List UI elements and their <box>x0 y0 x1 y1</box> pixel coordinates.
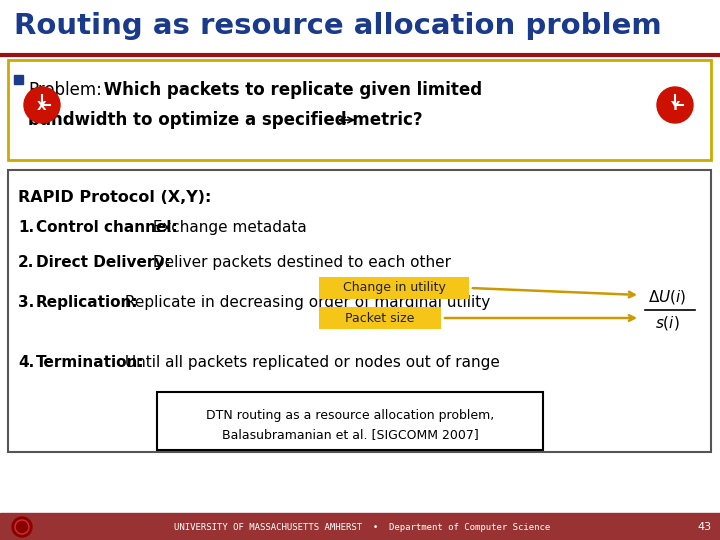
Bar <box>14 75 23 84</box>
Text: Deliver packets destined to each other: Deliver packets destined to each other <box>148 255 451 270</box>
FancyBboxPatch shape <box>8 60 711 160</box>
FancyBboxPatch shape <box>157 392 543 450</box>
Text: $s(i)$: $s(i)$ <box>655 314 680 332</box>
FancyBboxPatch shape <box>319 307 441 329</box>
Text: 2.: 2. <box>18 255 35 270</box>
Text: 4.: 4. <box>18 355 35 370</box>
Text: Control channel:: Control channel: <box>36 220 178 235</box>
Text: Replicate in decreasing order of marginal utility: Replicate in decreasing order of margina… <box>120 295 490 310</box>
FancyBboxPatch shape <box>8 170 711 452</box>
Text: 43: 43 <box>697 522 711 532</box>
Text: Routing as resource allocation problem: Routing as resource allocation problem <box>14 12 662 40</box>
Text: RAPID Protocol (X,Y):: RAPID Protocol (X,Y): <box>18 190 212 205</box>
Text: Y: Y <box>670 100 680 113</box>
FancyBboxPatch shape <box>319 277 469 299</box>
Circle shape <box>12 517 32 537</box>
Text: Problem:: Problem: <box>28 81 102 99</box>
Circle shape <box>657 87 693 123</box>
Text: UNIVERSITY OF MASSACHUSETTS AMHERST  •  Department of Computer Science: UNIVERSITY OF MASSACHUSETTS AMHERST • De… <box>174 523 550 531</box>
Text: bandwidth to optimize a specified metric?: bandwidth to optimize a specified metric… <box>28 111 423 129</box>
Circle shape <box>24 87 60 123</box>
Text: Exchange metadata: Exchange metadata <box>148 220 307 235</box>
Text: 3.: 3. <box>18 295 35 310</box>
Text: 1.: 1. <box>18 220 34 235</box>
Text: DTN routing as a resource allocation problem,: DTN routing as a resource allocation pro… <box>206 408 494 422</box>
Text: Which packets to replicate given limited: Which packets to replicate given limited <box>98 81 482 99</box>
Text: $\Delta U(i)$: $\Delta U(i)$ <box>648 288 686 306</box>
Text: Termination:: Termination: <box>36 355 145 370</box>
Text: Until all packets replicated or nodes out of range: Until all packets replicated or nodes ou… <box>120 355 500 370</box>
Text: Change in utility: Change in utility <box>343 281 446 294</box>
Text: Direct Delivery:: Direct Delivery: <box>36 255 171 270</box>
Text: Packet size: Packet size <box>346 312 415 325</box>
Text: Replication:: Replication: <box>36 295 139 310</box>
Text: X: X <box>37 100 47 113</box>
Text: Balasubramanian et al. [SIGCOMM 2007]: Balasubramanian et al. [SIGCOMM 2007] <box>222 429 478 442</box>
Bar <box>0 513 720 540</box>
